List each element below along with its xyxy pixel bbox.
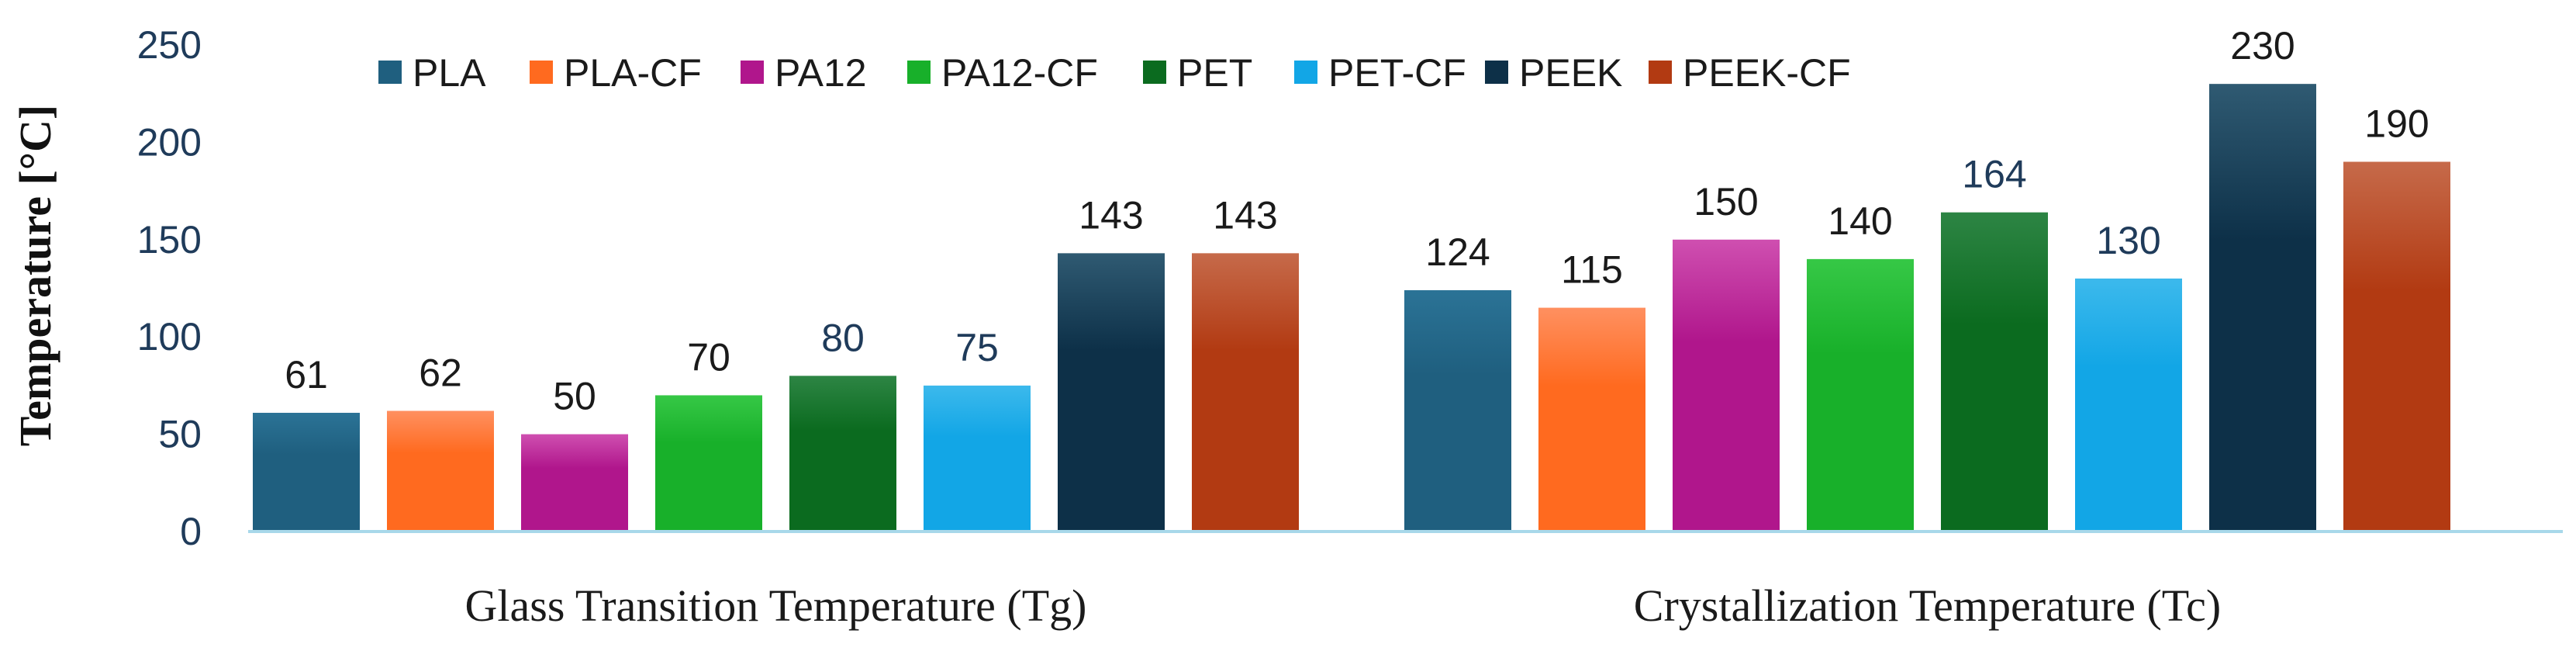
data-label: 80 [821,316,865,359]
bar-pa12-cf-tc [1807,258,1914,532]
data-label: 230 [2230,24,2295,68]
category-labels: Glass Transition Temperature (Tg) Crystal… [465,580,2222,631]
data-label: 70 [687,335,730,379]
data-label: 124 [1425,230,1490,274]
legend-swatch [1143,61,1166,84]
legend-swatch [530,61,553,84]
legend-label: PLA [413,51,486,95]
y-tick-label: 50 [158,413,202,456]
bar-peek-cf-tg [1192,253,1299,532]
legend-swatch [907,61,931,84]
legend-label: PA12-CF [941,51,1098,95]
y-tick-label: 100 [137,315,202,358]
data-label: 62 [419,352,462,395]
bar-pla-cf-tc [1538,307,1645,532]
category-label: Crystallization Temperature (Tc) [1634,580,2221,631]
data-label: 164 [1962,153,2026,196]
y-tick-label: 150 [137,218,202,261]
data-label: 61 [285,353,328,397]
legend-label: PET [1177,51,1252,95]
data-label: 75 [955,326,999,369]
legend-swatch [741,61,764,84]
bar-pa12-tc [1673,239,1780,532]
legend-label: PA12 [775,51,867,95]
data-label: 130 [2096,219,2160,262]
legend-swatch [1485,61,1508,84]
bar-pet-cf-tc [2075,278,2182,532]
data-label: 190 [2364,102,2429,145]
y-axis-ticks: 0 50 100 150 200 250 [137,23,202,553]
legend-label: PEEK [1519,51,1622,95]
data-label: 140 [1828,199,1892,243]
y-tick-label: 250 [137,23,202,67]
bar-pla-tg [253,413,360,532]
bar-pla-cf-tg [387,410,494,532]
y-axis-title: Temperature [°C] [10,105,60,446]
legend-swatch [378,61,402,84]
bar-pet-tc [1941,212,2048,532]
category-label: Glass Transition Temperature (Tg) [465,580,1087,631]
bar-pet-tg [789,376,896,532]
bar-pa12-cf-tg [655,395,762,532]
data-label: 143 [1079,193,1143,237]
data-label: 143 [1213,193,1277,237]
y-tick-label: 200 [137,120,202,164]
bar-peek-cf-tc [2343,161,2450,532]
legend-swatch [1649,61,1672,84]
legend-label: PET-CF [1328,51,1466,95]
data-label: 115 [1561,248,1623,292]
legend-swatch [1294,61,1317,84]
bar-pa12-tg [521,434,628,532]
bar-peek-tg [1058,253,1165,532]
data-label: 50 [553,375,596,418]
legend: PLA PLA-CF PA12 PA12-CF PET PET-CF PEEK PEEK-CF [378,51,1851,95]
bars: 61 62 50 70 80 75 143 143 124 115 150 140 164 130 230 1… [253,24,2450,532]
bar-pla-tc [1404,290,1511,532]
bar-pet-cf-tg [924,385,1031,532]
legend-label: PLA-CF [564,51,702,95]
data-label: 150 [1694,180,1758,223]
bar-peek-tc [2209,84,2316,532]
y-tick-label: 0 [180,510,202,553]
legend-label: PEEK-CF [1683,51,1851,95]
